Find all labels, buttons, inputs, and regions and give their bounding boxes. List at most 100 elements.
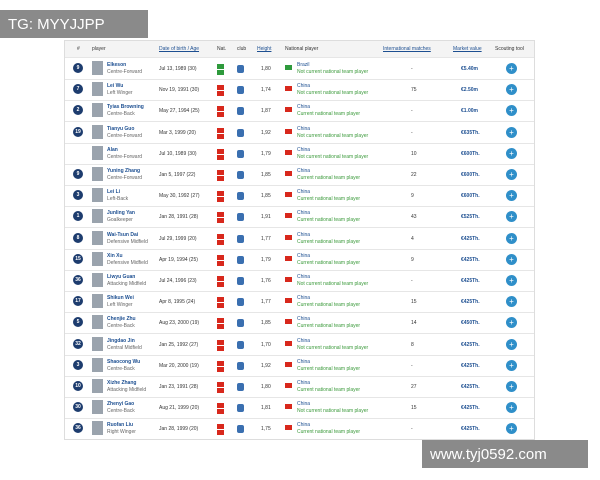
height: 1,80 bbox=[261, 66, 271, 72]
scouting-button[interactable]: + bbox=[506, 359, 517, 371]
player-position: Attacking Midfield bbox=[107, 281, 147, 287]
market-value[interactable]: €450Th. bbox=[461, 320, 480, 327]
market-value[interactable]: €425Th. bbox=[461, 426, 480, 433]
scouting-button[interactable]: + bbox=[506, 381, 517, 392]
player-name[interactable]: Tyias Browning bbox=[107, 104, 144, 111]
scouting-button[interactable]: + bbox=[506, 338, 517, 350]
scouting-button[interactable]: + bbox=[506, 253, 517, 265]
player-name[interactable]: Yuning Zhang bbox=[107, 168, 141, 174]
player-name[interactable]: Elkeson bbox=[107, 62, 127, 68]
national-flag bbox=[285, 319, 292, 325]
player-photo bbox=[92, 251, 103, 266]
nationality-flag bbox=[217, 254, 224, 260]
player-name[interactable]: Xin Xu bbox=[107, 252, 123, 259]
scouting-button[interactable]: + bbox=[506, 147, 517, 159]
market-value[interactable]: €425Th. bbox=[461, 384, 480, 390]
scouting-button[interactable]: + bbox=[506, 275, 517, 286]
national-status: Current national team player bbox=[297, 196, 361, 203]
market-value[interactable]: €525Th. bbox=[461, 214, 480, 221]
player-name[interactable]: Ruofan Liu bbox=[107, 422, 134, 429]
player-name[interactable]: Tianyu Guo bbox=[107, 125, 135, 132]
scouting-button[interactable]: + bbox=[506, 423, 517, 435]
player-photo bbox=[92, 379, 103, 393]
player-name[interactable]: Shaocong Wu bbox=[107, 358, 141, 365]
national-team: China bbox=[297, 168, 311, 174]
market-value[interactable]: €425Th. bbox=[461, 362, 480, 369]
market-value[interactable]: €2.50m bbox=[461, 87, 478, 94]
national-team: China bbox=[297, 422, 311, 429]
column-header[interactable]: Market value bbox=[453, 46, 482, 52]
column-header[interactable]: International matches bbox=[383, 46, 431, 52]
player-photo bbox=[92, 357, 103, 372]
shirt-number: 2 bbox=[73, 105, 83, 116]
shirt-number: 36 bbox=[73, 275, 83, 285]
club-logo bbox=[237, 298, 244, 307]
scouting-button[interactable]: + bbox=[506, 402, 517, 414]
height: 1,92 bbox=[261, 362, 271, 369]
market-value[interactable]: €5.40m bbox=[461, 66, 478, 72]
player-name[interactable]: Zhenyi Gao bbox=[107, 401, 135, 408]
national-status: Not current national team player bbox=[297, 408, 369, 415]
international-matches: - bbox=[411, 278, 413, 284]
column-header[interactable]: Height bbox=[257, 46, 272, 52]
table-row: 7 Lei Wu Left Winger Nov 19, 1991 (30) 1,74 C… bbox=[65, 79, 534, 102]
player-name[interactable]: Jingdao Jin bbox=[107, 337, 135, 344]
market-value[interactable]: €425Th. bbox=[461, 341, 480, 348]
column-header[interactable]: Date of birth / Age bbox=[159, 46, 200, 52]
market-value[interactable]: €425Th. bbox=[461, 278, 480, 284]
international-matches: 9 bbox=[411, 193, 414, 200]
nationality-flag bbox=[217, 260, 224, 266]
national-flag bbox=[285, 234, 292, 240]
market-value[interactable]: €600Th. bbox=[461, 172, 480, 178]
national-status: Current national team player bbox=[297, 302, 361, 309]
market-value[interactable]: €600Th. bbox=[461, 193, 480, 200]
market-value[interactable]: €635Th. bbox=[461, 129, 480, 136]
player-name[interactable]: Lei Wu bbox=[107, 83, 124, 90]
market-value[interactable]: €1.00m bbox=[461, 108, 478, 115]
scouting-button[interactable]: + bbox=[506, 169, 517, 180]
player-name[interactable]: Liwyu Guan bbox=[107, 274, 136, 280]
player-photo bbox=[92, 273, 103, 287]
date-of-birth: Nov 19, 1991 (30) bbox=[159, 87, 200, 94]
player-photo bbox=[92, 209, 103, 224]
player-name[interactable]: Alan bbox=[107, 146, 118, 153]
national-status: Current national team player bbox=[297, 259, 361, 266]
international-matches: 75 bbox=[411, 87, 417, 94]
nationality-flag bbox=[217, 297, 224, 303]
scouting-button[interactable]: + bbox=[506, 232, 517, 244]
scouting-button[interactable]: + bbox=[506, 105, 517, 117]
scouting-button[interactable]: + bbox=[506, 317, 517, 329]
player-position: Defensive Midfield bbox=[107, 238, 148, 245]
market-value[interactable]: €425Th. bbox=[461, 256, 480, 263]
national-team: China bbox=[297, 274, 311, 280]
scouting-button[interactable]: + bbox=[506, 296, 517, 308]
table-row: 2 Tyias Browning Centre-Back May 27, 1994 (… bbox=[65, 100, 534, 123]
nationality-flag bbox=[217, 170, 224, 175]
player-position: Centre-Forward bbox=[107, 132, 143, 139]
player-name[interactable]: Shikun Wei bbox=[107, 295, 134, 302]
club-logo bbox=[237, 65, 244, 73]
market-value[interactable]: €600Th. bbox=[461, 150, 480, 157]
player-name[interactable]: Xizhe Zhang bbox=[107, 380, 137, 386]
market-value[interactable]: €425Th. bbox=[461, 405, 480, 412]
height: 1,74 bbox=[261, 87, 271, 94]
market-value[interactable]: €425Th. bbox=[461, 235, 480, 242]
scouting-button[interactable]: + bbox=[506, 190, 517, 202]
scouting-button[interactable]: + bbox=[506, 84, 517, 96]
international-matches: 9 bbox=[411, 256, 414, 263]
shirt-number: 30 bbox=[73, 402, 83, 413]
national-flag bbox=[285, 340, 292, 346]
nationality-flag bbox=[217, 233, 224, 239]
column-header: player bbox=[92, 46, 106, 52]
scouting-button[interactable]: + bbox=[506, 126, 517, 138]
scouting-button[interactable]: + bbox=[506, 211, 517, 223]
player-name[interactable]: Wai-Tsun Dai bbox=[107, 231, 139, 238]
scouting-button[interactable]: + bbox=[506, 63, 517, 74]
national-status: Not current national team player bbox=[297, 132, 369, 139]
market-value[interactable]: €425Th. bbox=[461, 299, 480, 306]
shirt-number: 36 bbox=[73, 423, 83, 434]
player-name[interactable]: Lei Li bbox=[107, 189, 121, 196]
player-name[interactable]: Chenjie Zhu bbox=[107, 316, 136, 323]
player-name[interactable]: Junling Yan bbox=[107, 210, 135, 217]
table-row: 1 Junling Yan Goalkeeper Jan 28, 1991 (28) 1… bbox=[65, 206, 534, 229]
